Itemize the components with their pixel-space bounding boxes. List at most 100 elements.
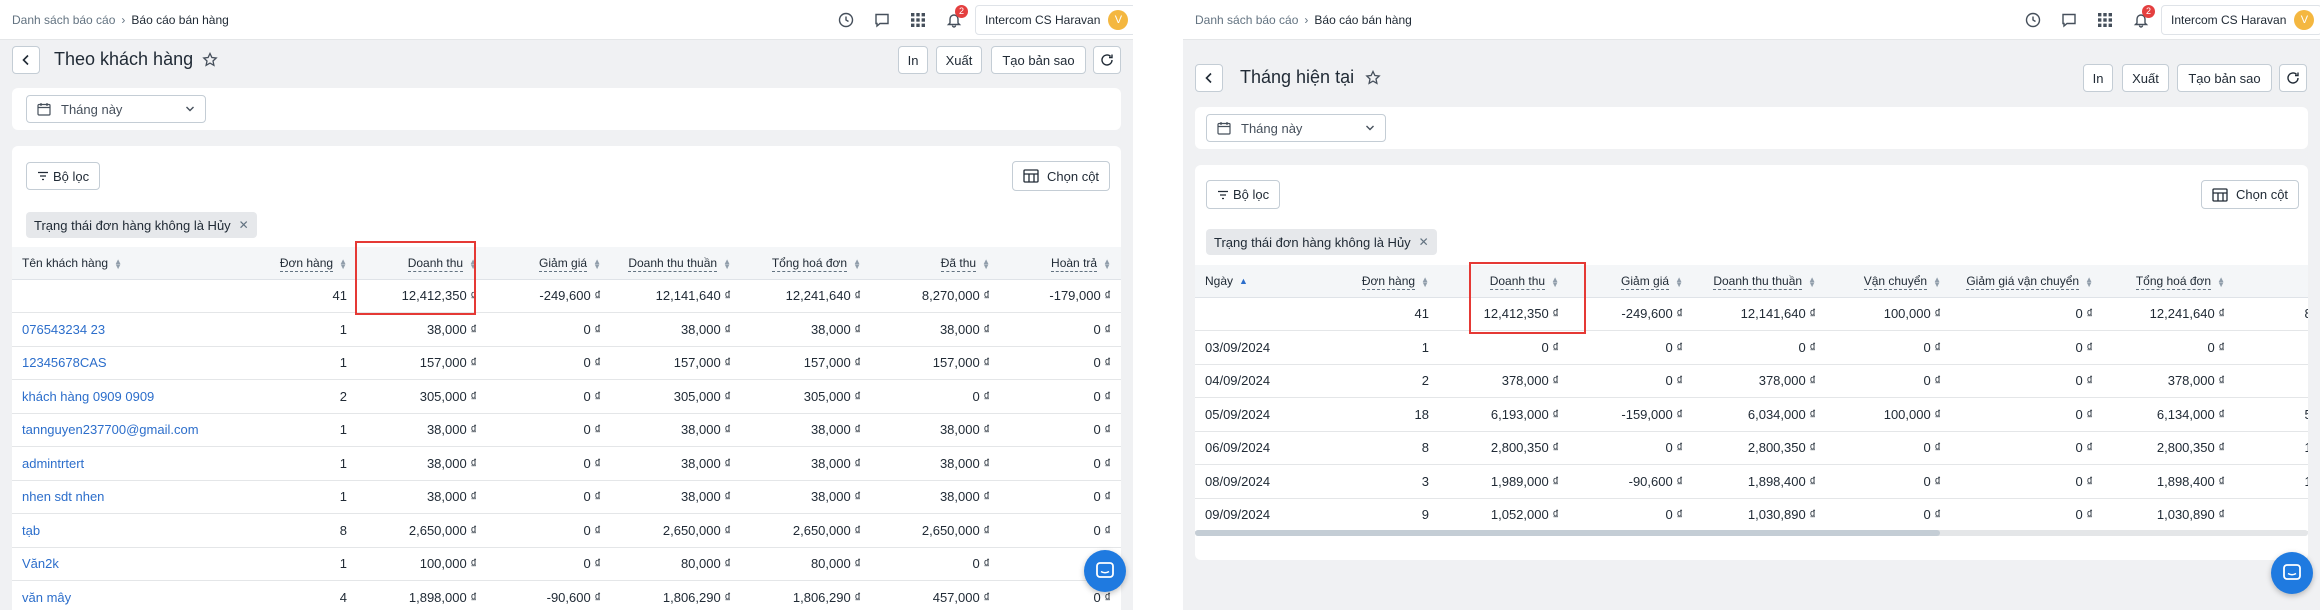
table-cell: 0 ₫ [1569,330,1693,365]
remove-filter-icon[interactable]: ✕ [238,218,249,232]
table-cell: 157,000 ₫ [357,346,487,380]
table-cell: 0 ₫ [487,513,611,548]
print-button[interactable]: In [2083,64,2113,92]
table-row: 076543234 23 1 38,000 ₫ 0 ₫ 38,000 ₫ 38,000 ₫… [12,312,1121,347]
back-button[interactable] [1195,64,1223,92]
breadcrumb-parent-link[interactable]: Danh sách báo cáo [12,13,116,27]
export-button[interactable]: Xuất [936,46,982,74]
history-icon[interactable] [836,10,856,30]
chat-widget-button[interactable] [2271,552,2313,594]
date-range-select[interactable]: Tháng này [1206,114,1386,142]
favorite-star-icon[interactable] [1365,69,1381,86]
table-cell: 0 ₫ [1000,513,1121,548]
table-cell: 12,241,640 ₫ [2103,297,2235,331]
customer-name-link[interactable]: tạb [12,513,232,548]
table-cell: 0 ₫ [1000,379,1121,414]
table-row: 04/09/2024 2 378,000 ₫ 0 ₫ 378,000 ₫ 0 ₫ 0 ₫ 37… [1195,364,2308,398]
col-header-customer[interactable]: Tên khách hàng ▲ ▼ [12,247,232,280]
table-cell: 12,412,350 ₫ [1439,297,1569,331]
col-header-shipping[interactable]: Vận chuyển ▲ ▼ [1826,265,1951,298]
active-filter-label: Trạng thái đơn hàng không là Hủy [1214,234,1411,250]
table-cell: 195 [2235,498,2308,532]
col-header-revenue[interactable]: Doanh thu ▲ ▼ [357,247,487,280]
col-header-discount[interactable]: Giảm giá ▲ ▼ [487,247,611,280]
favorite-star-icon[interactable] [202,51,218,68]
customer-name-link[interactable]: văn mây [12,580,232,610]
remove-filter-icon[interactable]: ✕ [1418,235,1429,249]
refresh-icon[interactable] [1093,46,1121,74]
duplicate-button[interactable]: Tạo bản sao [991,46,1086,74]
customer-name-link[interactable]: 12345678CAS [12,346,232,380]
table-cell: 38,000 ₫ [611,312,741,347]
table-cell: 80,000 ₫ [741,547,871,581]
refresh-icon[interactable] [2279,64,2307,92]
breadcrumb-parent-link[interactable]: Danh sách báo cáo [1195,13,1299,27]
table-cell: 1 [232,413,357,447]
customer-name-link[interactable]: Văn2k [12,547,232,581]
date-range-select[interactable]: Tháng này [26,95,206,123]
col-header-discount[interactable]: Giảm giá ▲ ▼ [1569,265,1693,298]
customer-name-link[interactable]: admintrtert [12,446,232,481]
table-cell: 80,000 ₫ [611,547,741,581]
shop-account-menu[interactable]: Intercom CS Haravan V [975,5,1133,35]
table-cell: 41 [1317,297,1439,331]
col-header-net-revenue[interactable]: Doanh thu thuần ▲ ▼ [611,247,741,280]
print-button[interactable]: In [898,46,928,74]
apps-grid-icon[interactable] [2095,10,2115,30]
table-cell [2235,364,2308,398]
table-cell: 0 ₫ [1000,446,1121,481]
notification-bell-icon[interactable]: 2 [944,5,968,30]
col-header-orders[interactable]: Đơn hàng ▲ ▼ [1317,265,1439,298]
calendar-icon [1217,122,1231,135]
table-cell: 38,000 ₫ [871,413,1000,447]
apps-grid-icon[interactable] [908,10,928,30]
chat-message-icon[interactable] [2059,10,2079,30]
duplicate-button[interactable]: Tạo bản sao [2177,64,2272,92]
col-header-collected[interactable]: Đã thu ▲ ▼ [871,247,1000,280]
chat-widget-button[interactable] [1084,550,1126,592]
table-header-row: Ngày ▲ Đơn hàng ▲ ▼ Doanh thu ▲ ▼ Giảm giá ▲ ▼ … [1195,265,2308,298]
sort-icon: ▲ ▼ [723,256,731,271]
scrollbar-thumb[interactable] [1195,530,1940,536]
history-icon[interactable] [2023,10,2043,30]
customer-name-link[interactable]: nhen sdt nhen [12,480,232,514]
col-header-invoice-total[interactable]: Tổng hoá đơn ▲ ▼ [741,247,871,280]
col-header-net-revenue[interactable]: Doanh thu thuần ▲ ▼ [1693,265,1826,298]
choose-columns-button[interactable]: Chọn cột [1012,161,1111,191]
col-header-orders[interactable]: Đơn hàng ▲ ▼ [232,247,357,280]
table-cell: 2 [1317,364,1439,398]
table-cell: 38,000 ₫ [611,446,741,481]
col-header-date[interactable]: Ngày ▲ [1195,265,1317,298]
filter-button[interactable]: Bộ lọc [26,162,101,190]
table-cell: 8,270,000 ₫ [871,279,1000,313]
table-cell: 1,083 [2235,464,2308,499]
table-cell: 157,000 ₫ [611,346,741,380]
table-cell: 157,000 ₫ [741,346,871,380]
customer-name-link[interactable]: tannguyen237700@gmail.com [12,413,232,447]
sort-icon: ▲ ▼ [1551,274,1559,289]
table-cell: 38,000 ₫ [611,480,741,514]
col-header-shipping-discount[interactable]: Giảm giá vận chuyển ▲ ▼ [1951,265,2103,298]
table-cell: 12,412,350 ₫ [357,279,487,313]
export-button[interactable]: Xuất [2122,64,2169,92]
table-cell: 0 ₫ [1826,498,1951,532]
col-header-collected[interactable]: Đã [2235,265,2308,298]
col-header-invoice-total[interactable]: Tổng hoá đơn ▲ ▼ [2103,265,2235,298]
col-header-refund[interactable]: Hoàn trả ▲ ▼ [1000,247,1121,280]
shop-account-menu[interactable]: Intercom CS Haravan V [2161,5,2320,35]
breadcrumb-separator: › [1304,13,1309,27]
notification-bell-icon[interactable]: 2 [2131,5,2155,30]
table-cell: 8 [232,513,357,548]
choose-columns-button[interactable]: Chọn cột [2201,180,2300,209]
filter-button[interactable]: Bộ lọc [1206,180,1281,209]
table-cell: 38,000 ₫ [357,413,487,447]
chat-message-icon[interactable] [872,10,892,30]
col-header-revenue[interactable]: Doanh thu ▲ ▼ [1439,265,1569,298]
back-button[interactable] [12,46,40,74]
customer-name-link[interactable]: 076543234 23 [12,312,232,347]
table-cell: 305,000 ₫ [611,379,741,414]
avatar: V [2294,10,2315,30]
table-cell: 38,000 ₫ [871,446,1000,481]
customer-name-link[interactable]: khách hàng 0909 0909 [12,379,232,414]
